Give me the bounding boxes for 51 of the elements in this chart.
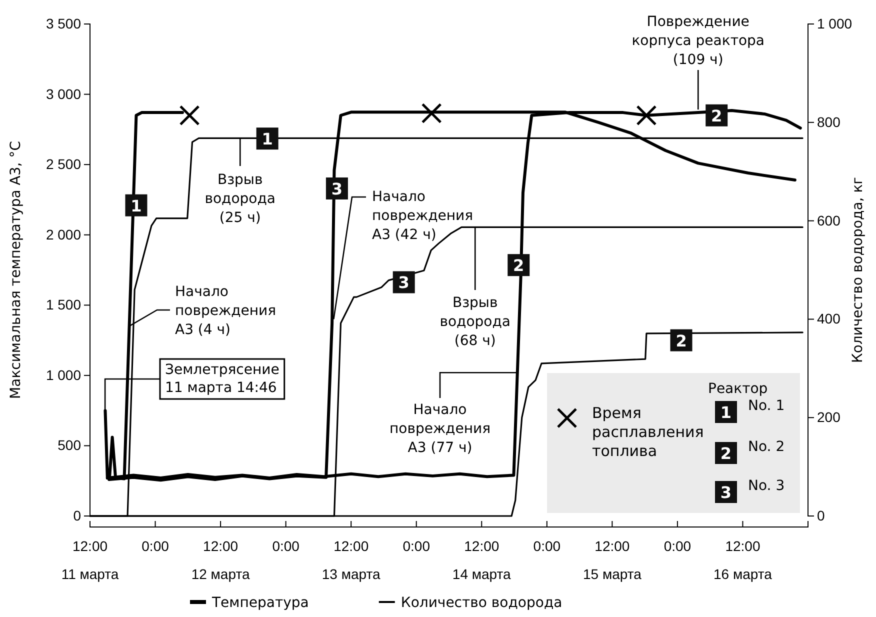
- y-tick-label: 0: [73, 507, 82, 524]
- x-tick-label: 12:00 12 марта: [191, 538, 250, 582]
- annotation: No. 2: [748, 439, 785, 455]
- annotation: 1: [262, 130, 273, 149]
- x-tick-label: 12:00 11 марта: [61, 538, 119, 582]
- legend-label: Количество водорода: [400, 595, 562, 611]
- annotation: Землетрясение 11 марта 14:46: [165, 362, 280, 396]
- y2-tick-label: 600: [817, 212, 841, 228]
- y2-tick-label: 200: [817, 409, 841, 426]
- annotation: 2: [513, 256, 524, 276]
- annotation: 2: [720, 444, 732, 463]
- y-tick-label: 3 000: [46, 86, 82, 102]
- legend-label: Температура: [211, 595, 309, 611]
- x-tick-label: 0:00: [533, 538, 561, 554]
- annotation: Начало повреждения А3 (4 ч): [175, 284, 276, 338]
- annotation: Начало повреждения А3 (77 ч): [389, 402, 491, 456]
- annotation: No. 3: [748, 478, 785, 494]
- y-tick-label: 3 500: [46, 15, 82, 32]
- y2-tick-label: 800: [817, 114, 841, 130]
- x-tick-label: 12:00 15 марта: [582, 538, 642, 582]
- annotation: No. 1: [748, 398, 785, 414]
- y-tick-label: 2 500: [46, 156, 82, 172]
- annotation: 3: [398, 273, 410, 292]
- annotation: Повреждение корпуса реактора (109 ч): [632, 14, 765, 68]
- y-tick-label: 1 000: [46, 366, 82, 383]
- y-tick-label: 1 500: [46, 296, 82, 313]
- annotation: 3: [720, 483, 732, 502]
- x-tick-label: 12:00 14 марта: [452, 538, 512, 582]
- y-axis-title: Максимальная температура А3, °C: [8, 140, 24, 399]
- x-tick-label: 0:00: [402, 538, 430, 554]
- y-tick-label: 2 000: [46, 226, 82, 242]
- annotation: 2: [676, 331, 687, 350]
- annotation: 1: [720, 403, 732, 422]
- x-tick-label: 12:00 16 марта: [714, 538, 772, 582]
- annotation: Взрыв водорода (25 ч): [204, 172, 276, 226]
- y2-tick-label: 1 000: [817, 15, 852, 32]
- annotation: 2: [711, 106, 722, 126]
- y-tick-label: 500: [58, 437, 82, 454]
- annotation: 3: [331, 179, 343, 198]
- x-tick-label: 0:00: [272, 538, 300, 554]
- x-tick-label: 0:00: [664, 538, 692, 554]
- annotation: Взрыв водорода (68 ч): [440, 295, 510, 349]
- x-tick-label: 0:00: [142, 538, 170, 554]
- x-tick-label: 12:00 13 марта: [322, 538, 380, 582]
- annotation: Начало повреждения А3 (42 ч): [372, 189, 474, 243]
- annotation: 1: [130, 196, 142, 216]
- y2-axis-title: Количество водорода, кг: [850, 176, 866, 364]
- y2-tick-label: 400: [817, 310, 841, 327]
- annotation: Реактор: [708, 381, 768, 397]
- legend-label: Время расплавления топлива: [592, 404, 704, 460]
- y2-tick-label: 0: [817, 507, 825, 524]
